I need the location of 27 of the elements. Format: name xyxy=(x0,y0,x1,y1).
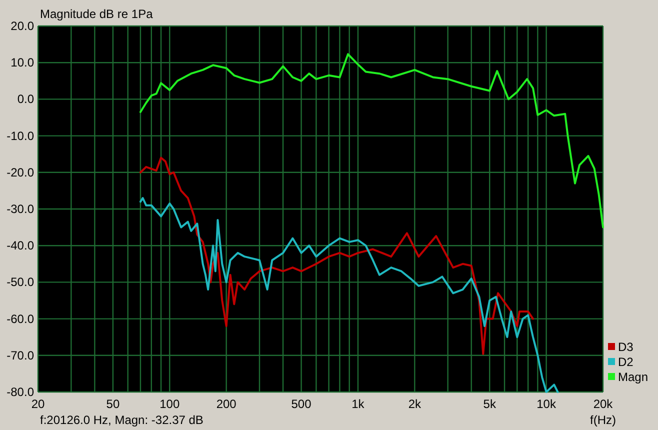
x-axis-title: f(Hz) xyxy=(590,413,616,427)
x-tick-label: 20k xyxy=(593,397,614,411)
y-tick-label: -20.0 xyxy=(6,165,34,180)
y-tick-label: -30.0 xyxy=(6,202,34,216)
y-tick-label: -50.0 xyxy=(6,275,34,290)
y-tick-label: -40.0 xyxy=(6,238,34,253)
y-tick-label: -60.0 xyxy=(6,312,34,326)
x-tick-label: 500 xyxy=(291,397,312,411)
x-tick-label: 200 xyxy=(216,397,237,411)
y-tick-label: 20.0 xyxy=(10,19,34,33)
y-tick-label: -80.0 xyxy=(6,385,34,399)
x-tick-label: 20 xyxy=(31,397,45,411)
legend-label: D2 xyxy=(618,355,634,369)
text: f:20126.0 Hz, Magn: -32.37 dB xyxy=(40,413,204,427)
y-tick-label: -10.0 xyxy=(6,128,34,143)
y-tick-label: 0.0 xyxy=(17,92,34,106)
y-tick-label: 10.0 xyxy=(10,56,34,70)
x-tick-label: 2k xyxy=(408,397,422,411)
x-tick-label: 1k xyxy=(352,397,366,411)
legend-label: D3 xyxy=(618,340,634,354)
legend-label: Magn xyxy=(618,370,648,384)
x-tick-label: 10k xyxy=(536,397,557,411)
y-tick-label: -70.0 xyxy=(6,348,34,362)
x-tick-label: 50 xyxy=(106,397,120,411)
x-tick-label: 100 xyxy=(160,397,180,411)
x-tick-label: 5k xyxy=(483,397,497,411)
y-axis-title: Magnitude dB re 1Pa xyxy=(40,7,154,21)
